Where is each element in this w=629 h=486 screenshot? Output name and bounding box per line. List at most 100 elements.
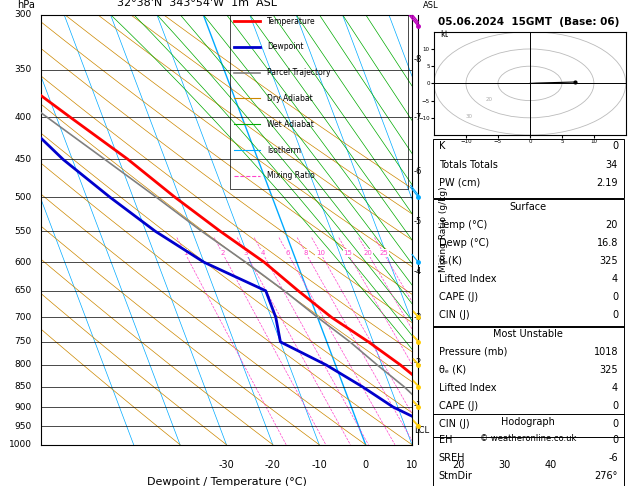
Text: km
ASL: km ASL xyxy=(423,0,439,10)
Text: 700: 700 xyxy=(14,313,31,322)
Text: 500: 500 xyxy=(14,192,31,202)
Text: 16.8: 16.8 xyxy=(597,238,618,248)
Text: K: K xyxy=(438,141,445,152)
Text: -5: -5 xyxy=(414,217,422,226)
Text: 20: 20 xyxy=(485,97,492,102)
Bar xyxy=(433,414,624,486)
Text: 300: 300 xyxy=(14,10,31,19)
Text: -7: -7 xyxy=(414,113,422,122)
Text: 30: 30 xyxy=(466,114,473,119)
Text: Lifted Index: Lifted Index xyxy=(438,383,496,393)
Text: 0: 0 xyxy=(612,292,618,302)
Text: 0: 0 xyxy=(362,460,369,470)
Bar xyxy=(230,8,408,189)
Text: 550: 550 xyxy=(14,226,31,236)
Text: 32°38'N  343°54'W  1m  ASL: 32°38'N 343°54'W 1m ASL xyxy=(117,0,277,8)
Text: 0: 0 xyxy=(612,310,618,320)
Text: -30: -30 xyxy=(218,460,235,470)
Text: 450: 450 xyxy=(14,155,31,164)
Text: StmDir: StmDir xyxy=(438,471,472,481)
Text: 4: 4 xyxy=(612,383,618,393)
Text: Dewp (°C): Dewp (°C) xyxy=(438,238,489,248)
Text: EH: EH xyxy=(438,435,452,445)
Text: Mixing Ratio (g/kg): Mixing Ratio (g/kg) xyxy=(439,187,448,273)
Text: 05.06.2024  15GMT  (Base: 06): 05.06.2024 15GMT (Base: 06) xyxy=(438,17,619,27)
Text: 0: 0 xyxy=(612,401,618,411)
Text: 20: 20 xyxy=(364,250,372,256)
Text: 20: 20 xyxy=(452,460,465,470)
Text: 276°: 276° xyxy=(594,471,618,481)
Text: -3: -3 xyxy=(414,313,422,322)
Text: -6: -6 xyxy=(608,453,618,463)
Text: kt: kt xyxy=(440,30,448,39)
Text: Dewpoint: Dewpoint xyxy=(267,42,304,52)
Text: CIN (J): CIN (J) xyxy=(438,419,469,429)
Text: CIN (J): CIN (J) xyxy=(438,310,469,320)
Bar xyxy=(433,139,624,198)
Text: 10: 10 xyxy=(406,460,418,470)
Text: 400: 400 xyxy=(14,113,31,122)
Bar xyxy=(433,327,624,437)
Text: 6: 6 xyxy=(286,250,290,256)
Text: 1: 1 xyxy=(183,250,187,256)
Text: 2: 2 xyxy=(220,250,225,256)
Text: -6: -6 xyxy=(414,167,422,175)
Text: Parcel Trajectory: Parcel Trajectory xyxy=(267,68,331,77)
Text: 350: 350 xyxy=(14,65,31,74)
Text: Pressure (mb): Pressure (mb) xyxy=(438,347,507,357)
Text: Wet Adiabat: Wet Adiabat xyxy=(267,120,314,129)
Text: Temp (°C): Temp (°C) xyxy=(438,220,487,230)
Text: SREH: SREH xyxy=(438,453,465,463)
Text: 900: 900 xyxy=(14,402,31,412)
Text: Lifted Index: Lifted Index xyxy=(438,274,496,284)
Text: Totals Totals: Totals Totals xyxy=(438,159,498,170)
Text: -1: -1 xyxy=(414,400,422,410)
Text: 850: 850 xyxy=(14,382,31,391)
Text: 10: 10 xyxy=(316,250,325,256)
Text: Mixing Ratio: Mixing Ratio xyxy=(267,172,315,180)
Text: 40: 40 xyxy=(545,460,557,470)
Text: -20: -20 xyxy=(265,460,281,470)
Text: -8: -8 xyxy=(414,55,422,64)
Text: 650: 650 xyxy=(14,286,31,295)
Text: 950: 950 xyxy=(14,422,31,431)
Text: CAPE (J): CAPE (J) xyxy=(438,292,478,302)
Text: LCL: LCL xyxy=(414,426,429,434)
Text: 2.19: 2.19 xyxy=(596,177,618,188)
Text: 1000: 1000 xyxy=(9,440,31,449)
Text: 30: 30 xyxy=(499,460,511,470)
Text: 4: 4 xyxy=(612,274,618,284)
Text: Most Unstable: Most Unstable xyxy=(493,329,564,339)
Text: 0: 0 xyxy=(612,419,618,429)
Text: CAPE (J): CAPE (J) xyxy=(438,401,478,411)
Text: 4: 4 xyxy=(260,250,265,256)
Text: PW (cm): PW (cm) xyxy=(438,177,480,188)
Text: 800: 800 xyxy=(14,361,31,369)
Text: 750: 750 xyxy=(14,337,31,347)
Text: -4: -4 xyxy=(414,266,422,276)
Text: 20: 20 xyxy=(606,220,618,230)
Text: © weatheronline.co.uk: © weatheronline.co.uk xyxy=(480,434,577,443)
Text: Isotherm: Isotherm xyxy=(267,146,301,155)
Text: 1018: 1018 xyxy=(594,347,618,357)
Text: 25: 25 xyxy=(379,250,388,256)
Text: Surface: Surface xyxy=(509,202,547,212)
Text: 325: 325 xyxy=(599,256,618,266)
Text: 325: 325 xyxy=(599,364,618,375)
Text: 0: 0 xyxy=(612,141,618,152)
Text: θₑ(K): θₑ(K) xyxy=(438,256,463,266)
Text: -10: -10 xyxy=(311,460,327,470)
Text: Hodograph: Hodograph xyxy=(501,417,555,427)
Text: 3: 3 xyxy=(243,250,248,256)
Bar xyxy=(433,199,624,327)
Text: -2: -2 xyxy=(414,358,422,367)
Text: 34: 34 xyxy=(606,159,618,170)
Text: Dewpoint / Temperature (°C): Dewpoint / Temperature (°C) xyxy=(147,477,306,486)
Text: 8: 8 xyxy=(304,250,308,256)
Text: 0: 0 xyxy=(612,435,618,445)
Text: Temperature: Temperature xyxy=(267,17,316,26)
Text: θₑ (K): θₑ (K) xyxy=(438,364,466,375)
Text: hPa: hPa xyxy=(17,0,35,10)
Text: 600: 600 xyxy=(14,258,31,267)
Text: 15: 15 xyxy=(343,250,352,256)
